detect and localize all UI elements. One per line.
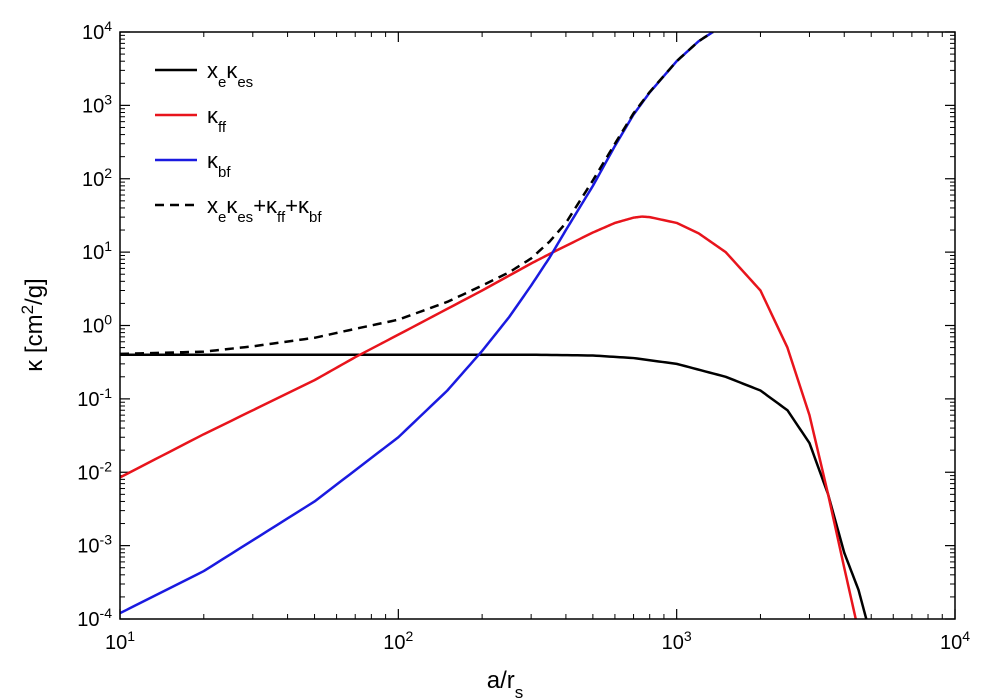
legend-label-part: es xyxy=(237,209,253,226)
x-tick-base: 10 xyxy=(383,632,405,654)
y-tick-exp: 2 xyxy=(104,165,112,181)
x-tick-label: 103 xyxy=(662,628,692,654)
y-tick-base: 10 xyxy=(77,609,99,631)
x-axis-title: a/rs xyxy=(487,667,524,700)
y-tick-exp: -2 xyxy=(100,458,113,474)
legend-label-ff: κff xyxy=(207,103,227,136)
legend-label-part: κ xyxy=(226,58,238,83)
legend-label-es: xeκes xyxy=(207,58,253,91)
y-axis-title-sup: 2 xyxy=(18,305,37,314)
legend-label-part: bf xyxy=(309,209,322,226)
y-tick-base: 10 xyxy=(82,22,104,44)
legend-label-part: +κ xyxy=(285,193,310,218)
ticks-layer xyxy=(119,31,956,620)
y-tick-base: 10 xyxy=(77,462,99,484)
plot-area xyxy=(120,32,955,619)
tick-labels-layer: 101 102 103 10410-410-310-210-1100101102103… xyxy=(77,18,970,654)
x-axis-title-main: a/r xyxy=(487,667,515,694)
x-tick-exp: 4 xyxy=(962,628,970,644)
y-tick-exp: -3 xyxy=(100,532,113,548)
series-line-total xyxy=(120,32,714,356)
y-tick-label: 100 xyxy=(82,312,112,338)
y-tick-exp: 4 xyxy=(104,18,112,34)
x-axis-title-sub: s xyxy=(515,683,524,700)
y-tick-base: 10 xyxy=(82,169,104,191)
x-tick-exp: 3 xyxy=(684,628,692,644)
legend-label-part: κ xyxy=(207,148,219,173)
y-tick-exp: 0 xyxy=(104,312,112,328)
legend-label-part: ff xyxy=(277,209,286,226)
y-tick-base: 10 xyxy=(82,95,104,117)
y-tick-label: 104 xyxy=(82,18,112,44)
series-line-ff xyxy=(120,215,857,619)
y-tick-label: 10-2 xyxy=(77,458,112,484)
legend-label-part: x xyxy=(207,58,218,83)
y-tick-label: 10-1 xyxy=(77,385,112,411)
x-tick-exp: 1 xyxy=(127,628,135,644)
x-tick-label: 101 xyxy=(105,628,135,654)
y-tick-exp: -1 xyxy=(100,385,113,401)
legend-label-part: es xyxy=(237,74,253,91)
y-tick-base: 10 xyxy=(82,316,104,338)
x-tick-label: 102 xyxy=(383,628,413,654)
y-tick-exp: 1 xyxy=(104,238,112,254)
legend-label-part: κ xyxy=(226,193,238,218)
plot-frame xyxy=(119,31,956,620)
legend-label-part: bf xyxy=(218,164,231,181)
x-tick-base: 10 xyxy=(940,632,962,654)
series-layer xyxy=(120,32,868,619)
x-tick-base: 10 xyxy=(662,632,684,654)
y-axis-title-tail: /g] xyxy=(21,278,48,305)
y-tick-label: 101 xyxy=(82,238,112,264)
y-tick-base: 10 xyxy=(77,389,99,411)
legend-label-part: e xyxy=(218,209,226,226)
x-tick-base: 10 xyxy=(105,632,127,654)
legend-label-part: κ xyxy=(207,103,219,128)
series-line-es xyxy=(120,353,868,619)
x-tick-label: 104 xyxy=(940,628,970,654)
y-tick-base: 10 xyxy=(77,536,99,558)
legend-label-part: +κ xyxy=(253,193,278,218)
y-tick-exp: 3 xyxy=(104,91,112,107)
y-axis-title: κ [cm2/g] xyxy=(18,278,49,371)
y-tick-label: 10-3 xyxy=(77,532,112,558)
y-axis-title-main: κ [cm xyxy=(21,314,48,371)
y-tick-label: 10-4 xyxy=(77,605,112,631)
legend-label-part: e xyxy=(218,74,226,91)
legend-label-part: ff xyxy=(218,119,227,136)
y-tick-label: 103 xyxy=(82,91,112,117)
y-tick-exp: -4 xyxy=(100,605,113,621)
legend-label-part: x xyxy=(207,193,218,218)
legend-label-total: xeκes+κff+κbf xyxy=(207,193,322,226)
legend-label-bf: κbf xyxy=(207,148,231,181)
y-tick-base: 10 xyxy=(82,242,104,264)
x-tick-exp: 2 xyxy=(406,628,414,644)
y-tick-label: 102 xyxy=(82,165,112,191)
